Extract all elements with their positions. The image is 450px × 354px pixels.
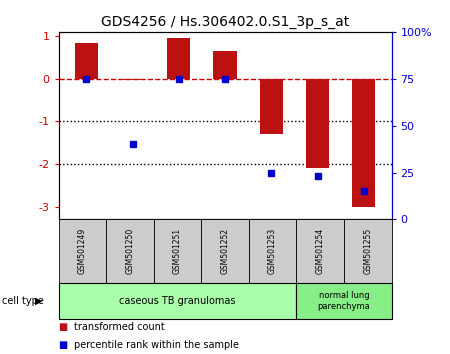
- Text: GSM501252: GSM501252: [220, 228, 230, 274]
- Text: GSM501255: GSM501255: [363, 228, 372, 274]
- Text: ■: ■: [58, 340, 68, 350]
- Bar: [260, 79, 283, 134]
- Text: GSM501249: GSM501249: [78, 228, 87, 274]
- Bar: [75, 42, 98, 79]
- Text: transformed count: transformed count: [74, 322, 165, 332]
- Text: caseous TB granulomas: caseous TB granulomas: [119, 296, 236, 306]
- Text: ■: ■: [58, 322, 68, 332]
- Text: normal lung
parenchyma: normal lung parenchyma: [318, 291, 370, 310]
- Bar: [306, 79, 329, 168]
- Text: GSM501250: GSM501250: [126, 228, 135, 274]
- Text: GSM501253: GSM501253: [268, 228, 277, 274]
- Bar: [213, 51, 237, 79]
- Text: ▶: ▶: [35, 296, 43, 306]
- Text: GSM501254: GSM501254: [315, 228, 324, 274]
- Bar: [352, 79, 375, 207]
- Text: GSM501251: GSM501251: [173, 228, 182, 274]
- Text: cell type: cell type: [2, 296, 44, 306]
- Text: percentile rank within the sample: percentile rank within the sample: [74, 340, 239, 350]
- Bar: [121, 79, 144, 80]
- Title: GDS4256 / Hs.306402.0.S1_3p_s_at: GDS4256 / Hs.306402.0.S1_3p_s_at: [101, 16, 349, 29]
- Bar: [167, 38, 190, 79]
